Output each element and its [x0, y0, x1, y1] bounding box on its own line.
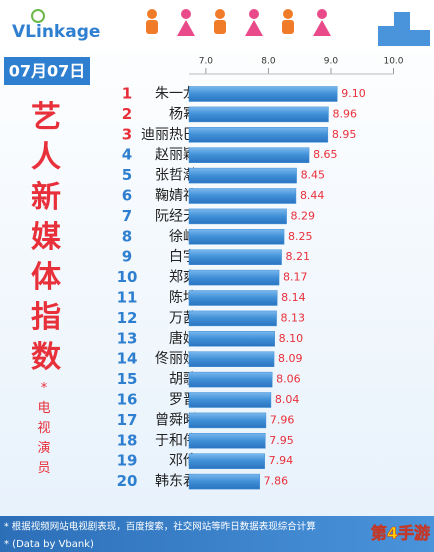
- rank: 9: [122, 248, 132, 266]
- rank: 6: [122, 187, 132, 205]
- people-icons: [146, 9, 331, 36]
- category-label: 鞠婧祎: [155, 188, 197, 204]
- rank: 20: [117, 472, 138, 490]
- rank: 8: [122, 227, 132, 245]
- rank: 19: [117, 452, 138, 470]
- bar: [188, 167, 297, 184]
- logo-icon: [31, 9, 45, 23]
- value-label: 8.45: [301, 169, 326, 182]
- chart-title: 艺人新媒体指数: [31, 100, 62, 375]
- footer: [0, 516, 434, 552]
- value-label: 7.96: [270, 413, 295, 426]
- chart-subtitle: *电视演员: [37, 381, 50, 476]
- category-label: 赵丽颖: [155, 147, 197, 163]
- value-label: 8.04: [275, 393, 300, 406]
- bar: [188, 86, 338, 102]
- value-label: 8.21: [286, 250, 311, 263]
- value-label: 8.13: [281, 311, 306, 324]
- rank: 4: [122, 146, 132, 164]
- value-label: 8.65: [313, 148, 338, 161]
- value-label: 8.14: [281, 291, 306, 304]
- value-label: 8.09: [278, 352, 303, 365]
- bar: [188, 290, 278, 306]
- bar: [188, 412, 267, 429]
- rank: 5: [122, 166, 132, 184]
- x-tick-label: 9.0: [324, 57, 339, 67]
- value-label: 7.94: [269, 454, 294, 467]
- rank: 2: [122, 105, 132, 123]
- bar: [188, 331, 275, 347]
- value-label: 7.86: [264, 475, 289, 488]
- value-label: 8.44: [300, 189, 325, 202]
- bar: [188, 106, 329, 123]
- rank: 14: [117, 350, 138, 368]
- date-box: [4, 57, 90, 85]
- value-label: 8.17: [283, 271, 308, 284]
- footnote: * 根据视频网站电视剧表现，百度搜索，社交网站等昨日数据表现综合计算: [4, 521, 316, 533]
- bar: [188, 229, 285, 245]
- bar: [188, 453, 265, 469]
- category-label: 阮经天: [155, 208, 197, 224]
- footnote: * (Data by Vbank): [4, 539, 94, 550]
- value-label: 8.95: [332, 128, 357, 141]
- category-label: 张哲瀚: [155, 168, 197, 184]
- bar: [188, 249, 282, 265]
- rank: 11: [117, 289, 138, 307]
- rank: 15: [117, 370, 138, 388]
- bar: [188, 208, 287, 225]
- x-tick-label: 7.0: [199, 57, 214, 67]
- rank: 3: [122, 125, 132, 143]
- value-label: 9.10: [341, 87, 366, 100]
- logo: VLinkage: [12, 22, 100, 42]
- rank: 18: [117, 431, 138, 449]
- bar: [188, 371, 273, 388]
- category-label: 迪丽热巴: [141, 127, 197, 143]
- category-label: 佟丽娅: [155, 351, 197, 367]
- bar: [188, 351, 275, 367]
- bar: [188, 269, 280, 286]
- x-tick-label: 8.0: [261, 57, 276, 67]
- category-label: 曾舜晞: [155, 412, 197, 428]
- date: 07月07日: [9, 62, 86, 81]
- rank: 10: [117, 268, 138, 286]
- rank: 12: [117, 309, 138, 327]
- rank: 1: [122, 85, 132, 103]
- bar: [188, 147, 310, 163]
- value-label: 7.95: [269, 434, 294, 447]
- bar: [188, 127, 329, 143]
- value-label: 8.96: [332, 107, 357, 120]
- category-label: 韩东君: [155, 474, 197, 490]
- bar: [188, 310, 277, 327]
- value-label: 8.29: [291, 209, 316, 222]
- rank: 16: [117, 391, 138, 409]
- podium-icon: [378, 12, 430, 46]
- bar: [188, 188, 297, 204]
- x-tick-label: 10.0: [383, 57, 403, 67]
- category-label: 于和伟: [155, 433, 197, 449]
- value-label: 8.25: [288, 230, 313, 243]
- value-label: 8.06: [276, 373, 301, 386]
- bar: [188, 433, 266, 449]
- bar: [188, 473, 260, 490]
- value-label: 8.10: [279, 332, 304, 345]
- watermark: 第4手游: [371, 524, 430, 543]
- rank: 17: [117, 411, 138, 429]
- rank: 13: [117, 329, 138, 347]
- category-label: 朱一龙: [155, 86, 197, 102]
- bar: [188, 392, 272, 408]
- rank: 7: [122, 207, 132, 225]
